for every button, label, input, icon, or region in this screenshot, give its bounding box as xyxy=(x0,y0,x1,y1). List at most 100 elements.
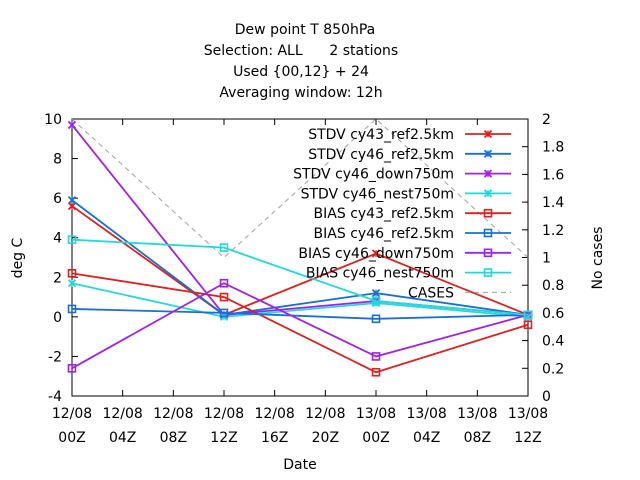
series-line-8 xyxy=(71,118,529,259)
legend-marker-5 xyxy=(483,228,493,238)
x-tick-date-5: 12/08 xyxy=(305,406,345,422)
title-line-4: Averaging window: 12h xyxy=(219,85,382,101)
chart-title: Dew point T 850hPa Selection: ALL 2 stat… xyxy=(204,22,398,101)
y2-tick-label-7: 1.4 xyxy=(542,195,564,211)
legend-label-2: STDV cy46_down750m xyxy=(293,167,454,183)
y-tick-label-7: 10 xyxy=(44,112,62,128)
series-8 xyxy=(71,118,529,259)
y2-tick-label-0: 0 xyxy=(542,389,551,405)
x-tick-date-4: 12/08 xyxy=(254,406,294,422)
y-tick-label-0: -4 xyxy=(48,389,62,405)
y2-tick-label-6: 1.2 xyxy=(542,223,564,239)
series-line-4 xyxy=(71,272,529,374)
series-line-0 xyxy=(71,205,529,316)
series-1-point-0 xyxy=(67,195,77,205)
series-line-3 xyxy=(71,282,529,318)
x-tick-date-2: 12/08 xyxy=(153,406,193,422)
x-tick-hour-7: 04Z xyxy=(413,430,440,446)
legend-label-1: STDV cy46_ref2.5km xyxy=(308,147,454,163)
y-tick-label-4: 4 xyxy=(53,231,62,247)
series-3-point-0 xyxy=(67,279,77,288)
series-line-1 xyxy=(71,199,529,316)
x-tick-date-3: 12/08 xyxy=(204,406,244,422)
y-axis-label: deg C xyxy=(10,237,26,278)
title-line-3: Used {00,12} + 24 xyxy=(233,64,369,80)
series-7-point-0 xyxy=(67,235,77,244)
x-tick-date-0: 12/08 xyxy=(52,406,92,422)
x-tick-date-7: 13/08 xyxy=(406,406,446,422)
x-tick-hour-5: 20Z xyxy=(312,430,339,446)
series-line-6 xyxy=(71,282,529,370)
legend-marker-6 xyxy=(483,248,493,258)
legend-label-6: BIAS cy46_down750m xyxy=(298,246,454,262)
legend-label-5: BIAS cy46_ref2.5km xyxy=(314,226,454,242)
title-line-2: Selection: ALL 2 stations xyxy=(204,43,398,59)
series-line-7 xyxy=(71,238,529,316)
series-5-point-2 xyxy=(371,314,381,324)
y-tick-label-6: 8 xyxy=(53,152,62,168)
series-5-point-1 xyxy=(219,308,229,318)
y-tick-label-1: -2 xyxy=(48,349,62,365)
legend-marker-4 xyxy=(483,208,493,218)
x-tick-hour-1: 04Z xyxy=(109,430,136,446)
x-tick-date-1: 12/08 xyxy=(102,406,142,422)
y2-tick-label-1: 0.2 xyxy=(542,361,564,377)
y2-tick-label-10: 2 xyxy=(542,112,551,128)
legend-marker-3 xyxy=(483,189,493,198)
series-7 xyxy=(67,235,533,320)
x-tick-hour-9: 12Z xyxy=(514,430,541,446)
series-6-point-0 xyxy=(67,363,77,373)
y2-tick-label-8: 1.6 xyxy=(542,167,564,183)
y-tick-label-3: 2 xyxy=(53,270,62,286)
series-6 xyxy=(67,278,533,373)
axes: -4 -2 0 2 4 6 8 10 0 0.2 0.4 0.6 0.8 1 1.2 1.4 1.6 1.8 2 12… xyxy=(44,112,564,446)
series-3 xyxy=(67,279,533,321)
legend-marker-1 xyxy=(483,149,493,158)
x-tick-date-9: 13/08 xyxy=(508,406,548,422)
series-7-point-1 xyxy=(219,243,229,252)
series-layer xyxy=(67,118,533,377)
y2-tick-label-5: 1 xyxy=(542,251,551,267)
y2-axis-label: No cases xyxy=(590,227,606,290)
series-7-point-3 xyxy=(523,310,533,320)
y2-tick-label-9: 1.8 xyxy=(542,140,564,156)
legend-label-7: BIAS cy46_nest750m xyxy=(306,266,454,282)
series-6-point-2 xyxy=(371,352,381,361)
y2-tick-label-2: 0.4 xyxy=(542,334,564,350)
series-6-point-1 xyxy=(219,278,229,288)
series-7-point-2 xyxy=(371,296,381,306)
series-4 xyxy=(67,269,533,377)
legend-label-8: CASES xyxy=(408,285,454,301)
series-0-point-2 xyxy=(371,249,381,258)
title-line-1: Dew point T 850hPa xyxy=(235,22,375,38)
series-4-point-3 xyxy=(523,320,533,330)
x-tick-date-6: 13/08 xyxy=(356,406,396,422)
y2-tick-label-4: 0.8 xyxy=(542,278,564,294)
legend-marker-7 xyxy=(483,268,493,277)
series-line-5 xyxy=(71,308,529,320)
x-tick-hour-4: 16Z xyxy=(261,430,288,446)
x-tick-date-8: 13/08 xyxy=(457,406,497,422)
series-4-point-1 xyxy=(219,292,229,302)
x-tick-hour-8: 08Z xyxy=(464,430,491,446)
legend-label-0: STDV cy43_ref2.5km xyxy=(308,127,454,143)
legend-marker-2 xyxy=(483,169,493,178)
series-4-point-0 xyxy=(67,269,77,278)
y2-tick-label-3: 0.6 xyxy=(542,306,564,322)
legend-marker-0 xyxy=(483,129,493,139)
x-tick-hour-2: 08Z xyxy=(160,430,187,446)
y-tick-label-5: 6 xyxy=(53,191,62,207)
x-axis-label: Date xyxy=(283,457,316,473)
x-tick-hour-3: 12Z xyxy=(210,430,237,446)
y-tick-label-2: 0 xyxy=(53,310,62,326)
x-tick-hour-6: 00Z xyxy=(362,430,389,446)
series-4-point-2 xyxy=(371,367,381,377)
series-1-point-2 xyxy=(371,288,381,298)
series-2-point-0 xyxy=(67,120,77,130)
legend-label-3: STDV cy46_nest750m xyxy=(301,186,454,202)
legend: STDV cy43_ref2.5km STDV cy46_ref2.5km STDV… xyxy=(293,127,511,301)
legend-label-4: BIAS cy43_ref2.5km xyxy=(314,206,454,222)
series-5-point-0 xyxy=(67,304,77,314)
x-tick-hour-0: 00Z xyxy=(58,430,85,446)
